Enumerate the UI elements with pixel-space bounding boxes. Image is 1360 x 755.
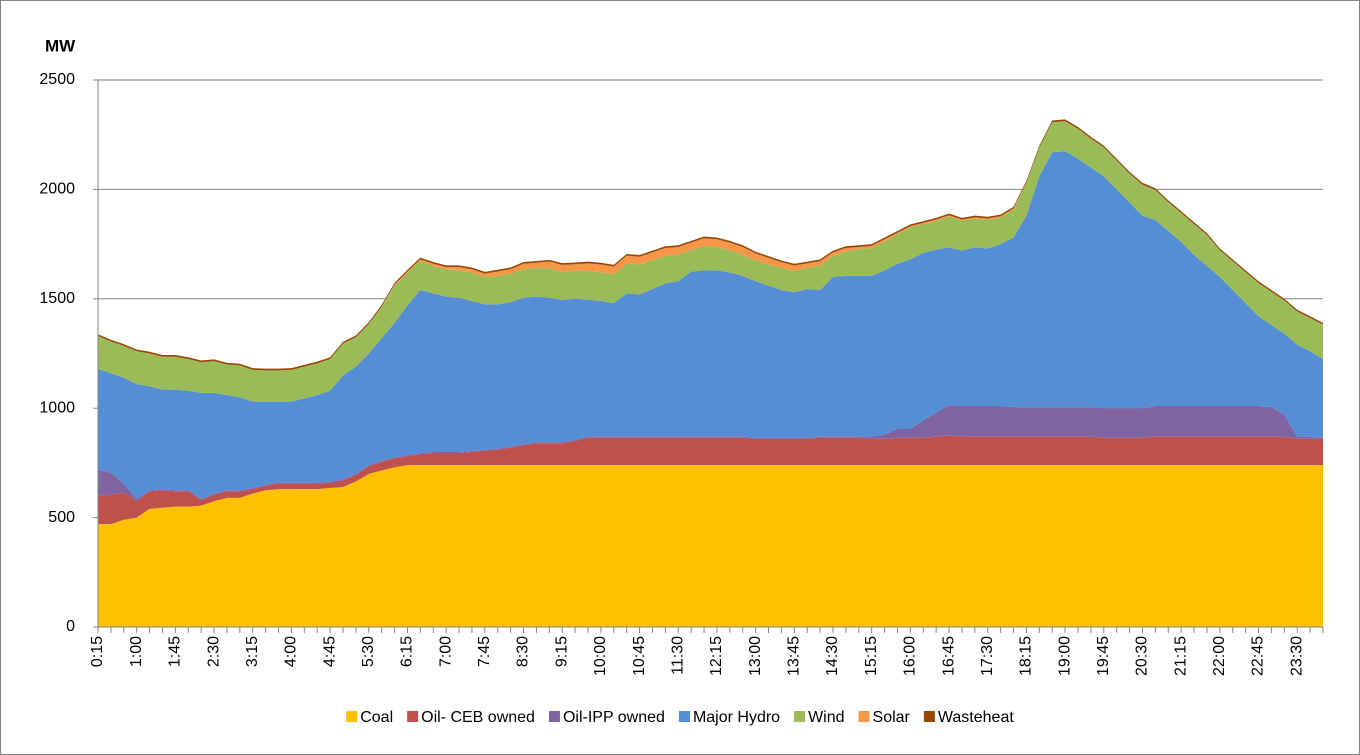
x-tick-label: 20:30	[1134, 636, 1151, 676]
x-tick-label: 16:45	[940, 636, 957, 676]
area	[98, 121, 1323, 371]
x-tick-label: 17:30	[979, 636, 996, 676]
legend-swatch	[346, 711, 358, 722]
legend-label: Coal	[360, 709, 393, 726]
x-tick-label: 22:45	[1250, 636, 1267, 676]
legend-label: Major Hydro	[693, 709, 780, 726]
x-tick-label: 6:15	[399, 636, 416, 667]
x-tick-label: 10:45	[631, 636, 648, 676]
y-tick-label: 500	[48, 509, 75, 526]
legend-swatch	[548, 711, 560, 722]
area	[98, 151, 1323, 500]
x-tick-label: 16:00	[902, 636, 919, 676]
y-tick-label: 0	[66, 618, 75, 635]
x-tick-label: 0:15	[89, 636, 106, 667]
x-tick-label: 9:15	[553, 636, 570, 667]
legend-swatch	[678, 711, 690, 722]
x-tick-label: 23:30	[1288, 636, 1305, 676]
legend-item: Wasteheat	[923, 709, 1014, 726]
x-tick-label: 1:45	[167, 636, 184, 667]
y-tick-label: 1000	[39, 399, 75, 416]
area	[98, 404, 1323, 502]
legend-label: Wasteheat	[938, 709, 1014, 726]
x-tick-label: 7:00	[437, 636, 454, 667]
x-tick-label: 4:00	[283, 636, 300, 667]
y-axis-label: MW	[45, 36, 76, 55]
legend-label: Oil-IPP owned	[563, 709, 665, 726]
x-tick-label: 19:45	[1095, 636, 1112, 676]
area	[98, 121, 1323, 402]
y-tick-label: 1500	[39, 290, 75, 307]
y-tick-label: 2500	[39, 71, 75, 88]
x-tick-label: 8:30	[515, 636, 532, 667]
legend-swatch	[858, 711, 870, 722]
legend: Coal Oil- CEB owned Oil-IPP owned Major Hyd…	[346, 709, 1014, 726]
x-tick-label: 18:15	[1018, 636, 1035, 676]
legend-swatch	[407, 711, 419, 722]
x-tick-label: 3:15	[244, 636, 261, 667]
legend-item: Oil-IPP owned	[548, 709, 665, 726]
legend-swatch	[794, 711, 806, 722]
x-tick-label: 15:15	[863, 636, 880, 676]
x-tick-label: 7:45	[476, 636, 493, 667]
x-tick-label: 13:00	[747, 636, 764, 676]
x-tick-label: 11:30	[669, 636, 686, 675]
legend-item: Coal	[346, 709, 393, 726]
x-tick-label: 19:00	[1056, 636, 1073, 676]
legend-item: Wind	[794, 709, 845, 726]
legend-item: Oil- CEB owned	[407, 709, 535, 726]
legend-item: Solar	[858, 709, 911, 726]
legend-label: Oil- CEB owned	[421, 709, 535, 726]
x-tick-label: 14:30	[824, 636, 841, 676]
y-tick-label: 2000	[39, 181, 75, 198]
axes: 0 500 1000 1500 2000 2500 0:15 1:00 1:45 2:30 3:15…	[39, 71, 1324, 676]
x-tick-label: 4:45	[321, 636, 338, 667]
x-tick-label: 1:00	[128, 636, 145, 667]
x-tick-label: 22:00	[1211, 636, 1228, 676]
area	[98, 465, 1323, 627]
x-tick-label: 2:30	[205, 636, 222, 667]
legend-item: Major Hydro	[678, 709, 780, 726]
legend-label: Wind	[808, 709, 844, 726]
x-tick-label: 21:15	[1172, 636, 1189, 676]
area	[98, 435, 1323, 525]
legend-label: Solar	[873, 709, 911, 726]
areas	[98, 119, 1323, 627]
x-tick-label: 5:30	[360, 636, 377, 667]
legend-swatch	[923, 711, 935, 722]
x-tick-label: 10:00	[592, 636, 609, 676]
x-tick-label: 12:15	[708, 636, 725, 676]
x-tick-label: 13:45	[786, 636, 803, 676]
